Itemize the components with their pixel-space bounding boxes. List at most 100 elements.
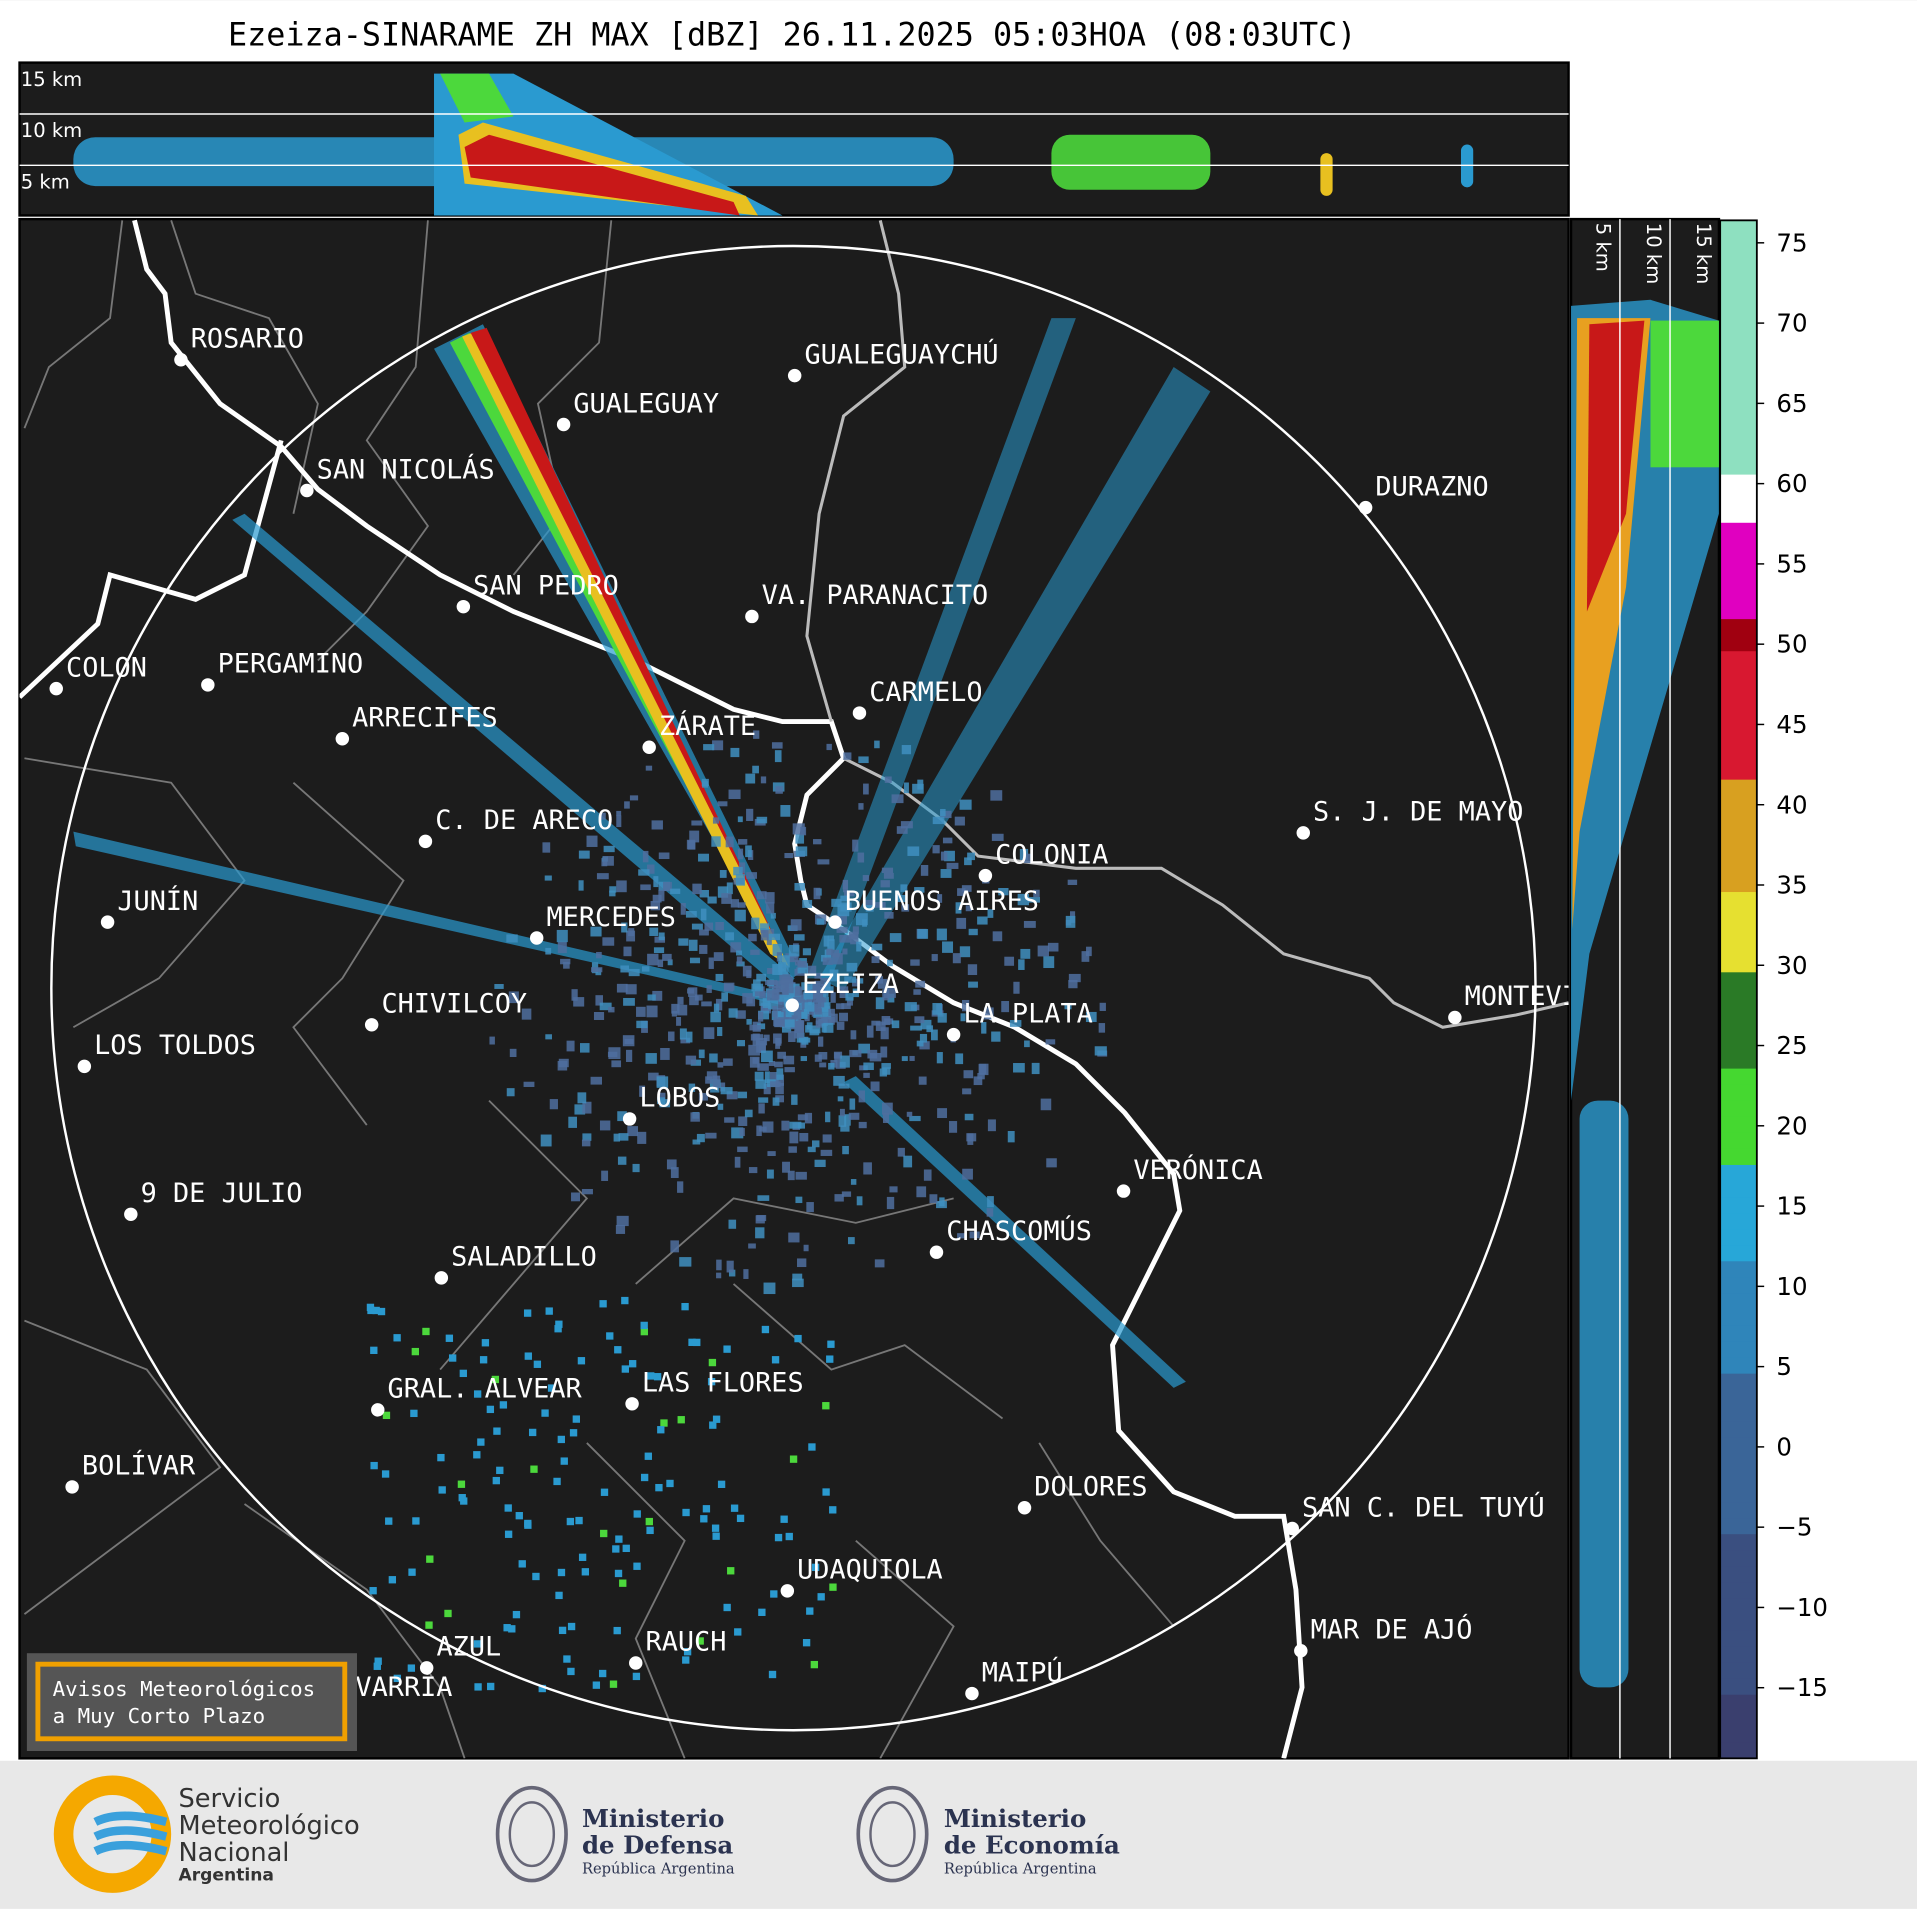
echo-cell (767, 968, 775, 974)
echo-cell (573, 997, 585, 1007)
echo-cell (813, 839, 822, 845)
economia-logo: Ministerio de Economía República Argenti… (856, 1785, 1120, 1883)
colorbar-tick-label: 0 (1776, 1432, 1792, 1461)
echo-cell (708, 957, 714, 969)
echo-cell (728, 1269, 736, 1277)
echo-cell (524, 1352, 532, 1360)
echo-cell (408, 1568, 416, 1576)
echo-cell (569, 1429, 578, 1437)
echo-cell (721, 893, 732, 904)
echo-cell (827, 1340, 835, 1348)
echo-cell (615, 1535, 623, 1543)
echo-cell (757, 1023, 766, 1030)
echo-cell (764, 892, 775, 904)
echo-cell (838, 1115, 847, 1127)
echo-cell (566, 1517, 575, 1526)
echo-cell (887, 959, 893, 967)
city-label: LOS TOLDOS (94, 1030, 256, 1061)
colorbar-step (1720, 1068, 1757, 1085)
echo-cell (377, 1307, 386, 1316)
echo-cell (598, 1669, 607, 1678)
echo-cell (961, 885, 972, 892)
echo-cell (599, 1120, 611, 1131)
city-dot (642, 740, 656, 754)
echo-cell (707, 896, 717, 904)
echo-cell (709, 1053, 718, 1063)
colorbar-step (1720, 1100, 1757, 1117)
echo-cell (771, 1356, 780, 1364)
echo-cell (821, 984, 827, 994)
echo-cell (842, 948, 848, 955)
colorbar-step (1720, 1132, 1757, 1149)
echo-cell (756, 816, 768, 824)
echo-cell (595, 995, 603, 1006)
echo-cell (1027, 897, 1041, 903)
colorbar-step (1720, 1453, 1757, 1470)
range-ring (50, 244, 1537, 1732)
echo-cell (822, 1402, 830, 1410)
echo-cell (746, 996, 756, 1007)
echo-cell (987, 1119, 996, 1132)
echo-cell (769, 1072, 778, 1084)
echo-cell (706, 1071, 718, 1080)
echo-cell (581, 1568, 590, 1576)
echo-cell (858, 756, 869, 764)
echo-cell (825, 1111, 831, 1123)
echo-cell (766, 990, 779, 1001)
echo-cell (820, 1149, 833, 1156)
echo-cell (711, 1524, 720, 1532)
echo-cell (763, 1083, 771, 1095)
echo-cell (578, 850, 590, 859)
echo-cell (768, 1061, 776, 1066)
echo-cell (690, 1112, 700, 1122)
colorbar-step (1720, 1694, 1757, 1711)
city-dot (371, 1403, 385, 1417)
city-dot (1294, 1644, 1308, 1658)
city-dot (622, 1112, 637, 1126)
echo-cell (909, 1115, 921, 1122)
city-dot (745, 609, 759, 624)
echo-cell (917, 929, 929, 939)
echo-cell (1007, 1131, 1015, 1143)
echo-cell (1085, 1011, 1097, 1023)
defensa-text: de Defensa (582, 1831, 733, 1860)
echo-cell (599, 1002, 612, 1011)
echo-cell (884, 911, 894, 919)
echo-cell (736, 1514, 745, 1523)
echo-cell (694, 994, 703, 1001)
city-dot (965, 1686, 979, 1701)
city-label: LOBOS (639, 1083, 720, 1114)
city-dot (65, 1480, 79, 1494)
echo-cell (931, 954, 938, 962)
colorbar-step (1720, 682, 1757, 700)
echo-cell (712, 740, 724, 751)
echo-cell (794, 934, 805, 941)
echo-cell (787, 1170, 795, 1181)
warning-box[interactable] (35, 1661, 348, 1742)
echo-cell (932, 845, 940, 854)
echo-cell (412, 1517, 420, 1525)
echo-cell (776, 1068, 784, 1080)
echo-cell (521, 1008, 532, 1020)
echo-cell (726, 1260, 734, 1273)
echo-cell (533, 1360, 542, 1368)
echo-cell (577, 1357, 586, 1365)
echo-cell (816, 918, 825, 925)
city-label: ZÁRATE (659, 710, 756, 742)
echo-cell (575, 1516, 583, 1525)
echo-cell (578, 1553, 587, 1561)
echo-cell (967, 964, 978, 976)
echo-cell (716, 1259, 722, 1271)
echo-cell (730, 942, 742, 953)
echo-cell (677, 996, 684, 1005)
city-dot (852, 706, 867, 720)
echo-cell (448, 1354, 457, 1362)
echo-cell (558, 1058, 569, 1068)
echo-cell (717, 1026, 723, 1037)
echo-cell (979, 1063, 989, 1076)
colorbar-step (1720, 827, 1757, 844)
echo-cell (717, 1103, 724, 1110)
echo-cell (369, 1587, 377, 1595)
top-panel-echoes (73, 73, 1474, 216)
echo-cell (555, 1591, 563, 1600)
